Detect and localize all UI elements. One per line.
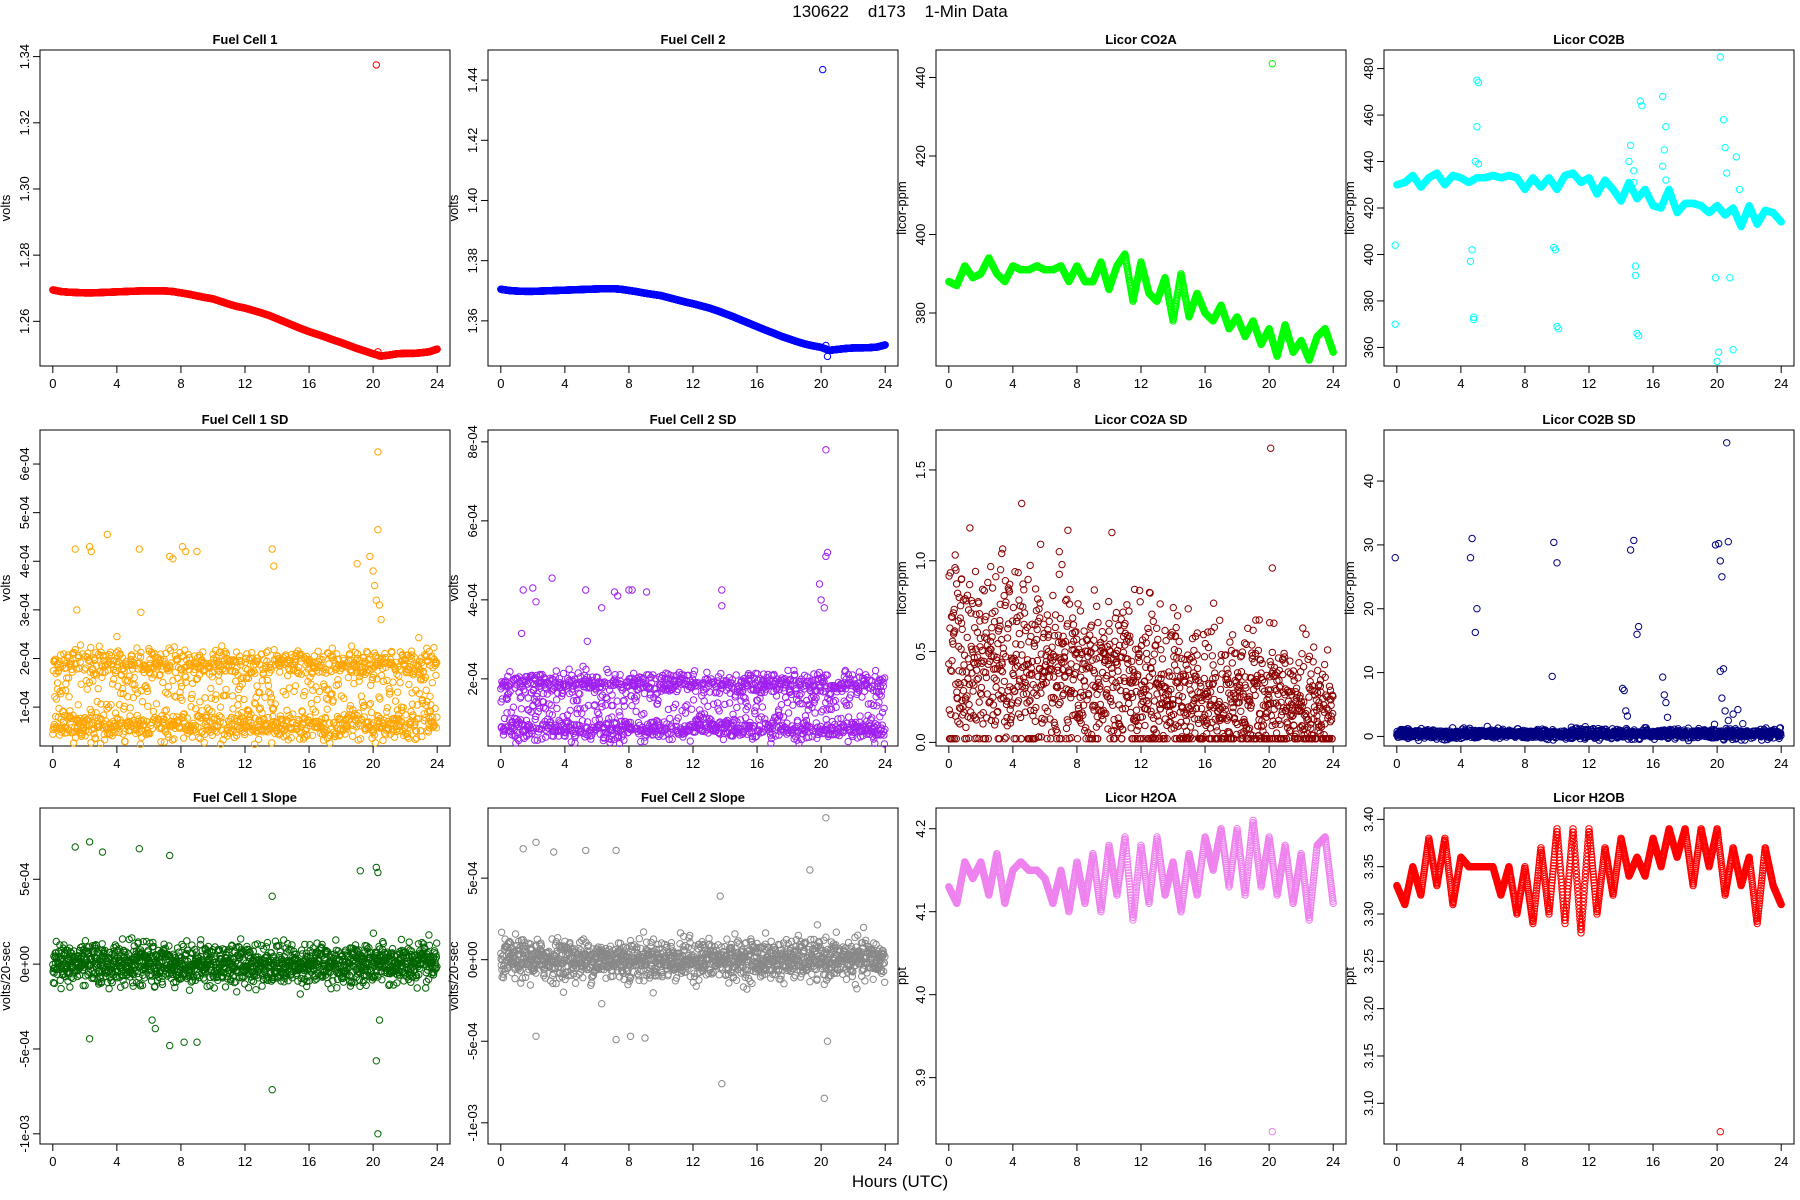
x-tick-label: 20 [814,376,828,391]
y-tick-label: 420 [913,145,928,167]
panel-fc1: Fuel Cell 1 0 4 8 12 16 20 24 1.26 1.28 1.30 1.32 1.… [0,32,451,391]
x-tick-label: 20 [1710,376,1724,391]
x-tick-label: 12 [1134,376,1148,391]
panel-fc2: Fuel Cell 2 0 4 8 12 16 20 24 1.36 1.38 1.40 1.42 1.… [446,32,899,391]
y-axis-label: licor-ppm [1342,181,1357,234]
y-axis-label: licor-ppm [894,181,909,234]
x-tick-label: 8 [1073,376,1080,391]
x-tick-label: 24 [878,376,892,391]
y-tick-label: 400 [913,224,928,246]
data-point [433,345,441,353]
y-tick-label: 1.34 [17,44,32,69]
y-tick-label: 1.40 [465,188,480,213]
y-tick-label: 400 [1361,244,1376,266]
x-tick-label: 12 [238,376,252,391]
y-tick-label: 1.30 [17,176,32,201]
y-tick-label: 1.42 [465,128,480,153]
x-tick-label: 0 [1393,376,1400,391]
x-tick-label: 8 [177,376,184,391]
y-tick-label: 1.28 [17,242,32,267]
y-tick-label: 440 [913,67,928,89]
x-tick-label: 4 [113,376,120,391]
panel-title: Licor CO2B [1553,32,1625,47]
y-tick-label: 360 [1361,337,1376,359]
plot-frame [39,49,451,367]
y-tick-label: 380 [1361,290,1376,312]
panel-title: Licor CO2A [1105,32,1177,47]
y-tick-label: 420 [1361,197,1376,219]
x-tick-label: 4 [1009,376,1016,391]
y-axis-label: volts [0,194,13,221]
x-tick-label: 4 [561,376,568,391]
page-title: 130622 d173 1-Min Data [792,2,1008,21]
y-axis-label: volts [446,194,461,221]
plot-frame [935,49,1347,367]
x-tick-label: 16 [1198,376,1212,391]
outlier-point [374,348,382,356]
y-tick-label: 1.32 [17,110,32,135]
points-co2a [945,60,1337,364]
y-tick-label: 440 [1361,151,1376,173]
x-tick-label: 12 [1582,376,1596,391]
x-tick-label: 20 [366,376,380,391]
x-tick-label: 4 [1457,376,1464,391]
x-tick-label: 0 [945,376,952,391]
x-tick-label: 0 [49,376,56,391]
outlier-point [823,352,832,361]
x-tick-label: 16 [302,376,316,391]
x-tick-label: 0 [497,376,504,391]
x-tick-label: 16 [750,376,764,391]
x-tick-label: 8 [1521,376,1528,391]
y-tick-label: 1.36 [465,308,480,333]
x-tick-label: 16 [1646,376,1660,391]
y-tick-label: 460 [1361,104,1376,126]
plot-frame [487,49,899,367]
outlier-point [1268,60,1277,68]
outlier-point [819,65,827,74]
x-tick-label: 24 [1326,376,1340,391]
x-tick-label: 24 [430,376,444,391]
y-tick-label: 1.26 [17,309,32,334]
y-tick-label: 1.38 [465,248,480,273]
points-fc2 [497,65,889,361]
y-tick-label: 380 [913,302,928,324]
panel-co2b: Licor CO2B 0 4 8 12 16 20 24 360 380 400 420 440 460 4… [1342,32,1795,391]
points-co2b [1391,53,1785,366]
x-tick-label: 24 [1774,376,1788,391]
y-tick-label: 480 [1361,58,1376,80]
x-tick-label: 12 [686,376,700,391]
x-tick-label: 20 [1262,376,1276,391]
x-tick-label: 8 [625,376,632,391]
points-fc1 [49,61,441,360]
panel-title: Fuel Cell 2 [660,32,725,47]
panel-co2a: Licor CO2A 0 4 8 12 16 20 24 380 400 420 440 licor-p… [894,32,1347,391]
outlier-point [372,61,380,69]
outlier-point [375,352,384,360]
y-tick-label: 1.44 [465,67,480,92]
panel-title: Fuel Cell 1 [212,32,277,47]
